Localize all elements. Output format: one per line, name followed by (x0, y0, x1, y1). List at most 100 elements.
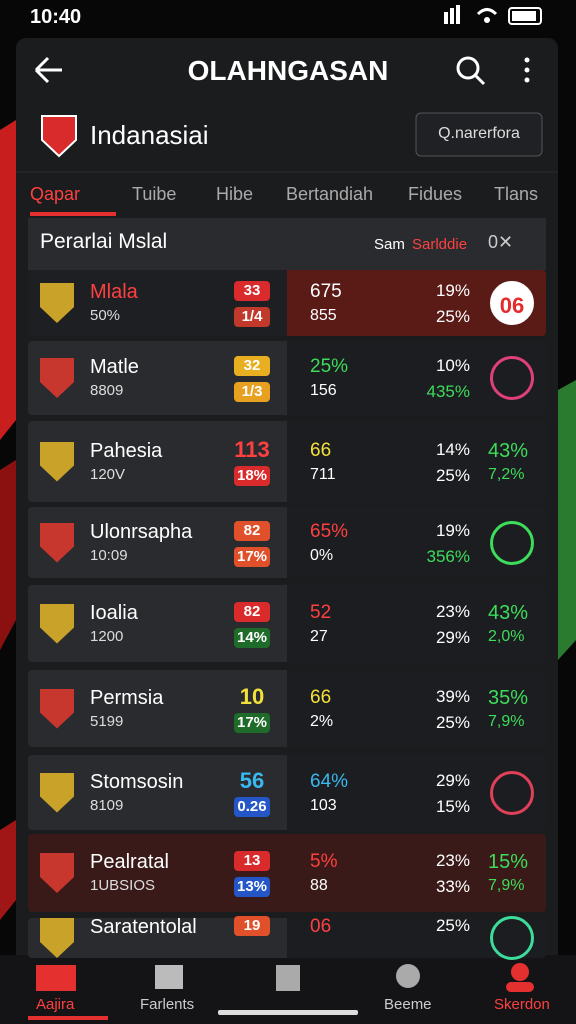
status-icon: 06 (490, 281, 534, 325)
tab[interactable]: Fidues (408, 184, 463, 204)
badge: 32 (234, 356, 270, 376)
pct-value: 14% (435, 439, 470, 459)
row[interactable] (28, 270, 546, 336)
row-name: Stomsosin (90, 770, 184, 793)
right-value: 15% (488, 851, 529, 873)
section-right-a: Sam (374, 236, 405, 253)
row-name: Mlala (90, 281, 138, 303)
badge: 33 (234, 281, 270, 301)
badge: 13 (234, 851, 270, 871)
mid-value: 66 (310, 686, 332, 708)
title: OLAHNGASAN (187, 55, 389, 86)
nav-item[interactable]: Beeme (384, 996, 432, 1013)
tab[interactable]: Hibe (216, 184, 254, 204)
row-sub: 8809 (90, 382, 124, 399)
pct-value: 25% (435, 307, 470, 326)
mid-value: 65% (310, 520, 349, 542)
status-icon (490, 520, 534, 565)
mid-value: 25% (310, 356, 349, 377)
pct-value: 33% (435, 877, 470, 896)
badge: 13% (234, 877, 270, 897)
mid-value: 88 (310, 877, 328, 894)
team-name: Indanasiai (90, 120, 209, 150)
badge: 82 (234, 520, 270, 541)
section-right-b: Sarlddie (412, 236, 468, 253)
team-button[interactable]: Q.narerfora (438, 125, 520, 142)
row[interactable] (28, 670, 546, 747)
row[interactable] (28, 421, 546, 502)
badge: 113 (234, 436, 270, 462)
status-icon (490, 356, 534, 400)
right-value: 35% (488, 686, 529, 709)
row-name: Pealratal (90, 851, 169, 873)
section-title: Perarlai Mslal (40, 230, 168, 253)
mid-value: 711 (310, 465, 336, 483)
tab[interactable]: Bertandiah (286, 184, 374, 204)
mid-value: 64% (310, 770, 349, 792)
mid-value: 103 (310, 796, 337, 814)
row-sub: 1UBSIOS (90, 877, 156, 894)
tab[interactable]: Tlans (494, 184, 539, 204)
badge: 56 (239, 767, 265, 793)
badge: 82 (234, 601, 270, 622)
pct-value: 25% (435, 916, 470, 935)
right-value: 7,2% (488, 465, 525, 483)
row-sub: 1200 (90, 627, 124, 645)
badge: 14% (234, 627, 270, 648)
badge: 17% (234, 712, 270, 733)
nav-item[interactable]: Aajira (36, 996, 75, 1013)
row-name: Permsia (90, 686, 164, 709)
row[interactable] (28, 585, 546, 662)
mid-value: 2% (310, 712, 334, 730)
badge: 19 (234, 916, 270, 936)
nav-item[interactable]: Skerdon (494, 996, 550, 1013)
pct-value: 435% (426, 382, 470, 401)
status-icon (490, 916, 534, 960)
row-name: Pahesia (90, 439, 163, 462)
row-name: Ioalia (90, 601, 138, 624)
badge: 17% (234, 546, 270, 567)
row-sub: 10:09 (90, 546, 128, 564)
right-value: 43% (488, 439, 529, 462)
pct-value: 25% (435, 712, 470, 732)
pct-value: 356% (426, 546, 470, 566)
tab[interactable]: Qapar (30, 184, 81, 204)
row-sub: 8109 (90, 796, 124, 814)
mid-value: 675 (310, 281, 342, 302)
nav-item[interactable]: Farlents (140, 996, 195, 1013)
row-name: Matle (90, 356, 139, 378)
pct-value: 29% (435, 627, 470, 647)
row-sub: 120V (90, 465, 126, 483)
row[interactable] (28, 834, 546, 912)
mid-value: 855 (310, 307, 337, 324)
mid-value: 27 (310, 627, 328, 645)
pct-value: 10% (435, 356, 470, 375)
pct-value: 23% (435, 851, 470, 870)
right-value: 2,0% (488, 627, 525, 645)
pct-value: 29% (435, 770, 470, 790)
pct-value: 39% (435, 686, 470, 706)
section-right-c: 0✕ (488, 232, 514, 252)
row[interactable] (28, 341, 546, 415)
tab[interactable]: Tuibe (132, 184, 177, 204)
pct-value: 23% (435, 601, 470, 621)
mid-value: 06 (310, 916, 332, 937)
row-sub: 50% (90, 307, 121, 324)
badge: 10 (239, 683, 265, 709)
row[interactable] (28, 755, 546, 830)
mid-value: 66 (310, 439, 332, 461)
row-name: Saratentolal (90, 916, 197, 938)
mid-value: 52 (310, 601, 332, 623)
right-value: 7,9% (488, 712, 525, 730)
pct-value: 25% (435, 465, 470, 485)
row[interactable] (28, 507, 546, 578)
row[interactable] (28, 918, 546, 958)
mid-value: 156 (310, 382, 337, 399)
badge: 18% (234, 465, 270, 486)
pct-value: 15% (435, 796, 470, 816)
badge: 1/4 (234, 307, 270, 327)
right-value: 7,9% (488, 877, 525, 894)
row-name: Ulonrsapha (90, 520, 193, 543)
status-icon (490, 770, 534, 815)
